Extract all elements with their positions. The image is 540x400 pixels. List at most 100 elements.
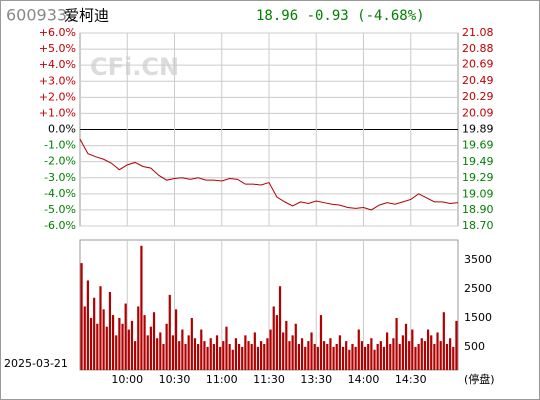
volume-bar (392, 338, 395, 370)
volume-bar (197, 344, 200, 370)
volume-bar (168, 294, 171, 370)
x-tick-label: 11:30 (253, 373, 285, 386)
x-tick-label: 14:30 (395, 373, 427, 386)
volume-bar (263, 344, 266, 370)
volume-bar (285, 320, 288, 370)
volume-bar (423, 341, 427, 370)
volume-bar (162, 344, 165, 370)
volume-bar (118, 318, 121, 370)
volume-bar (278, 286, 282, 370)
x-tick-label: 13:30 (300, 373, 332, 386)
volume-bar (433, 344, 436, 370)
volume-bar (335, 344, 338, 370)
volume-bar (310, 332, 313, 370)
date: 2025-03-21 (4, 357, 68, 370)
stock-name: 爱柯迪 (64, 7, 109, 25)
volume-bar (297, 344, 301, 370)
volume-bar (430, 335, 433, 370)
volume-bar (115, 335, 118, 370)
volume-bar (156, 338, 159, 370)
volume-bar (219, 346, 222, 370)
volume-bar (225, 326, 228, 370)
volume-bar (414, 346, 417, 370)
y-tick-label: +5.0% (39, 42, 76, 55)
volume-bar (360, 341, 364, 370)
y2-tick-label: 20.29 (462, 90, 494, 103)
volume-bar (102, 309, 105, 370)
volume-bar (222, 341, 225, 370)
y2-tick-label: 19.69 (462, 139, 494, 152)
annotation: (停盘) (464, 372, 495, 386)
volume-bar (373, 349, 376, 370)
volume-bar (159, 332, 162, 370)
volume-bar (266, 338, 269, 370)
y-tick-label: -6.0% (44, 219, 76, 232)
volume-bar (86, 280, 89, 370)
volume-bar (313, 344, 316, 370)
volume-bar (99, 286, 102, 370)
volume-bar (187, 335, 190, 370)
volume-tick-label: 500 (464, 340, 485, 353)
volume-bar (304, 346, 307, 370)
volume-bar (212, 344, 215, 370)
volume-bar (345, 341, 348, 370)
volume-bar (231, 349, 234, 370)
price-line (79, 138, 459, 211)
volume-bar (442, 312, 445, 370)
volume-bar (171, 335, 175, 370)
volume-bar (206, 346, 209, 370)
y-tick-label: +6.0% (39, 26, 76, 39)
y-tick-label: 0.0% (48, 123, 76, 136)
volume-bar (439, 341, 442, 370)
volume-bar (241, 346, 244, 370)
volume-bar (165, 323, 168, 370)
y2-tick-label: 18.70 (462, 219, 494, 232)
volume-bar (455, 320, 458, 370)
volume-bar (152, 312, 156, 370)
volume-bar (269, 329, 272, 370)
volume-bar (411, 329, 414, 370)
y-tick-label: -5.0% (44, 203, 76, 216)
volume-bar (200, 329, 203, 370)
volume-bar (127, 329, 130, 370)
volume-bar (338, 335, 341, 370)
volume-bar (181, 329, 184, 370)
x-tick-label: 10:30 (159, 373, 191, 386)
volume-tick-label: 2500 (464, 282, 492, 295)
y2-tick-label: 21.08 (462, 26, 494, 39)
volume-bar (234, 338, 238, 370)
volume-bar (247, 341, 250, 370)
volume-bar (121, 323, 124, 370)
volume-bar (256, 346, 260, 370)
y-tick-label: -2.0% (44, 155, 76, 168)
volume-bar (332, 346, 335, 370)
volume-bar (108, 292, 112, 370)
volume-bar (319, 315, 323, 370)
volume-bar (445, 344, 449, 370)
volume-bar (288, 341, 291, 370)
y2-tick-label: 19.09 (462, 187, 494, 200)
volume-bar (436, 332, 439, 370)
y2-tick-label: 19.49 (462, 155, 494, 168)
y2-tick-label: 20.88 (462, 42, 494, 55)
volume-bar (323, 341, 326, 370)
volume-bar (417, 344, 420, 370)
volume-tick-label: 1500 (464, 311, 492, 324)
x-tick-label: 14:00 (348, 373, 380, 386)
volume-bar (143, 315, 146, 370)
y-tick-label: +2.0% (39, 90, 76, 103)
volume-bar (351, 344, 354, 370)
y2-tick-label: 19.29 (462, 171, 494, 184)
volume-bar (326, 344, 329, 370)
volume-bar (228, 344, 231, 370)
y-tick-label: -3.0% (44, 171, 76, 184)
volume-bar (357, 329, 360, 370)
volume-bar (408, 341, 411, 370)
volume-bar (426, 329, 430, 370)
volume-bar (105, 326, 108, 370)
volume-bar (111, 315, 115, 370)
volume-bar (237, 344, 241, 370)
volume-bar (300, 338, 304, 370)
volume-bar (260, 341, 263, 370)
